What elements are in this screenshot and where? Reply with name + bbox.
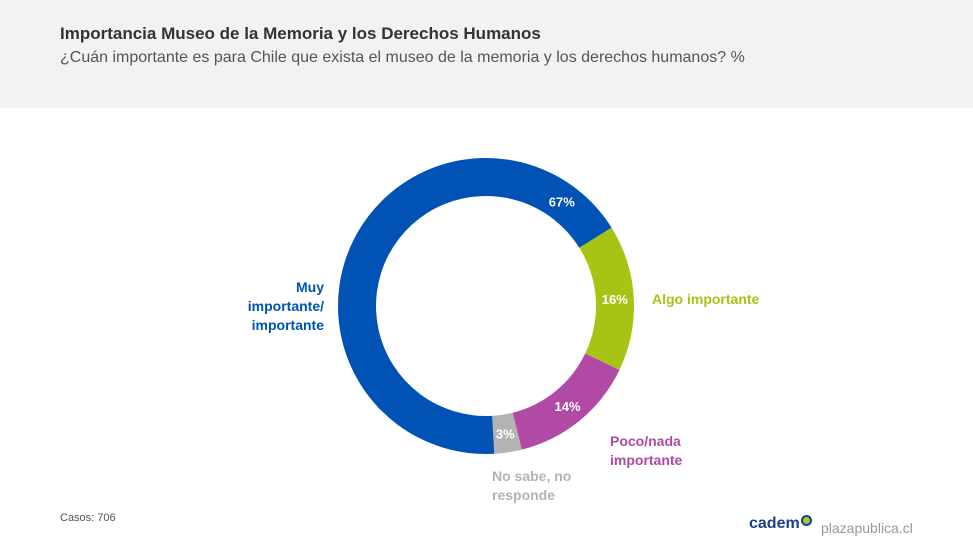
data-label-0: 16% <box>602 292 628 307</box>
header <box>0 0 973 108</box>
legend-label-poco-nada: Poco/nada importante <box>610 433 683 468</box>
cadem-logo: cadem <box>749 515 812 533</box>
data-label-1: 14% <box>555 399 581 414</box>
chart-subtitle: ¿Cuán importante es para Chile que exist… <box>60 49 745 66</box>
slice-0 <box>579 227 634 370</box>
chart-title: Importancia Museo de la Memoria y los De… <box>60 24 541 43</box>
site-name: plazapublica.cl <box>821 520 913 536</box>
legend-label-algo-importante: Algo importante <box>652 291 760 307</box>
logo-dot-icon <box>800 515 812 526</box>
legend-label-no-sabe: No sabe, no responde <box>492 468 572 503</box>
legend-label-muy-importante: Muy importante/ importante <box>247 279 324 333</box>
logo-text: cadem <box>749 515 800 532</box>
slice-2 <box>492 412 522 454</box>
data-label-3: 67% <box>549 195 575 210</box>
slice-1 <box>512 353 620 450</box>
data-label-2: 3% <box>496 427 515 442</box>
sample-size: Casos: 706 <box>60 512 116 524</box>
